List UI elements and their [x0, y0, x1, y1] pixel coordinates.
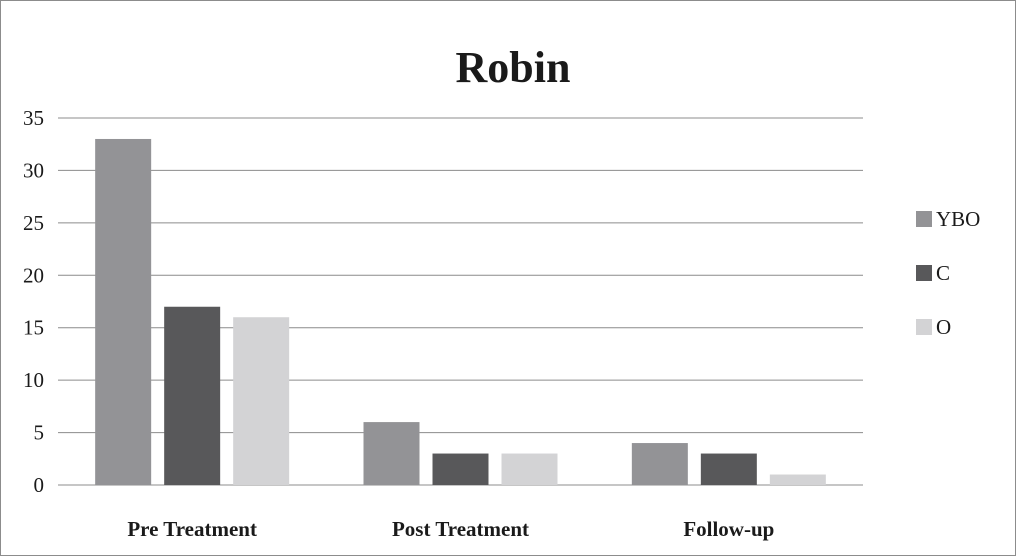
y-tick-label: 5: [34, 421, 45, 445]
legend-label-c: C: [936, 261, 950, 285]
y-tick-label: 30: [23, 158, 44, 182]
bar-ybo-post-treatment: [363, 422, 420, 485]
y-tick-label: 35: [23, 106, 44, 130]
x-category-label: Post Treatment: [392, 517, 529, 541]
bar-o-pre-treatment: [233, 317, 290, 485]
x-axis-categories: Pre Treatment Post Treatment Follow-up: [127, 517, 774, 541]
legend-label-ybo: YBO: [936, 207, 980, 231]
bars: [95, 138, 826, 485]
y-tick-label: 15: [23, 316, 44, 340]
legend: YBO C O: [916, 207, 980, 339]
bar-c-follow-up: [700, 453, 757, 485]
legend-label-o: O: [936, 315, 951, 339]
chart-title: Robin: [456, 43, 571, 92]
y-axis-ticks: 0 5 10 15 20 25 30 35: [23, 106, 44, 497]
x-category-label: Pre Treatment: [127, 517, 257, 541]
y-tick-label: 20: [23, 263, 44, 287]
bar-ybo-pre-treatment: [95, 138, 152, 485]
bar-o-follow-up: [769, 474, 826, 485]
bar-ybo-follow-up: [631, 443, 688, 485]
legend-swatch-ybo: [916, 211, 932, 227]
y-tick-label: 0: [34, 473, 45, 497]
x-category-label: Follow-up: [683, 517, 774, 541]
y-tick-label: 25: [23, 211, 44, 235]
bar-c-post-treatment: [432, 453, 489, 485]
bar-o-post-treatment: [501, 453, 558, 485]
y-tick-label: 10: [23, 368, 44, 392]
bar-c-pre-treatment: [164, 306, 221, 485]
legend-swatch-o: [916, 319, 932, 335]
legend-swatch-c: [916, 265, 932, 281]
